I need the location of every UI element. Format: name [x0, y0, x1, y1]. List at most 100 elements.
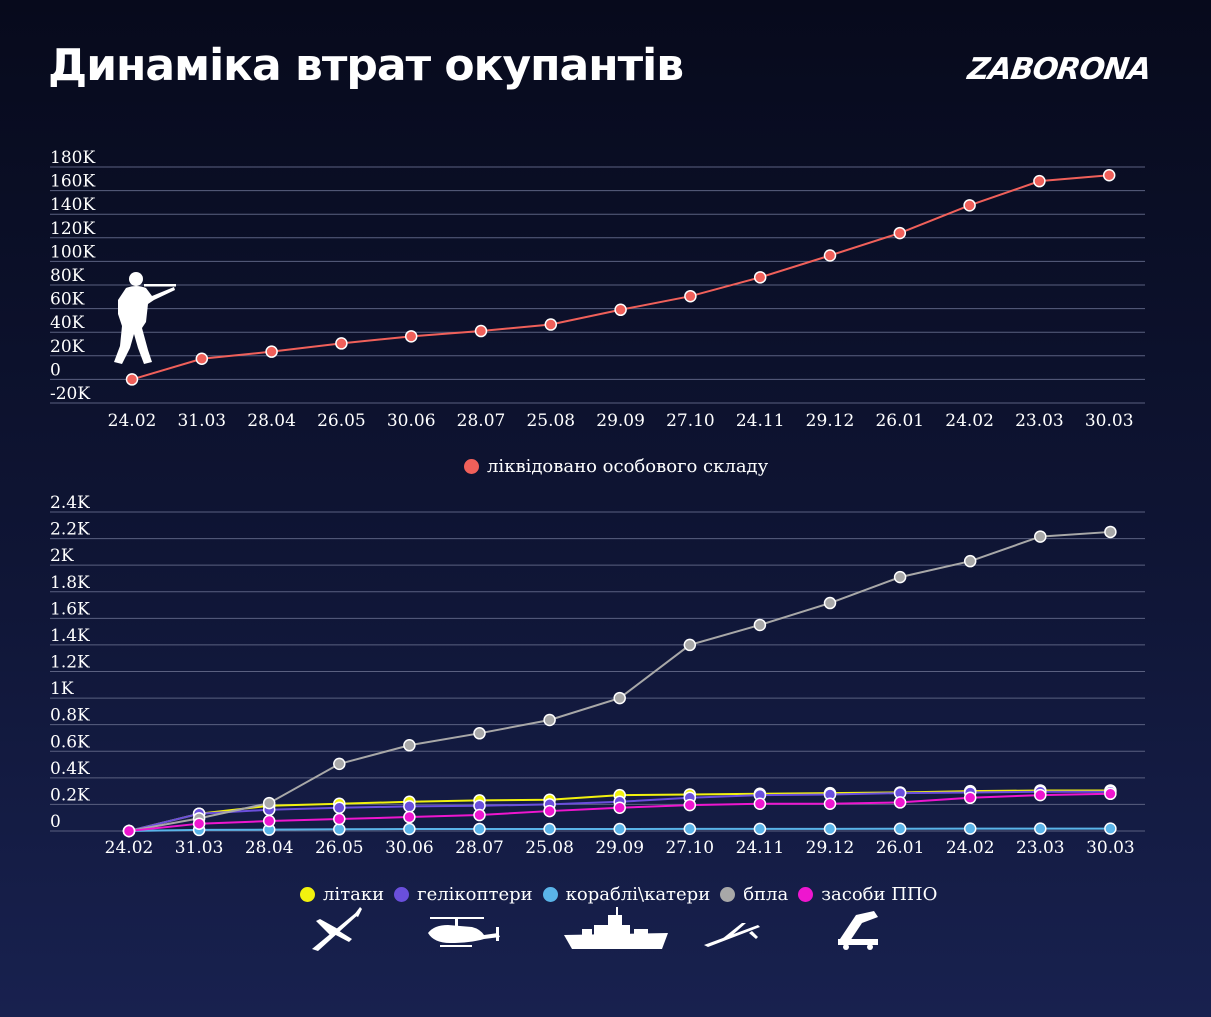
x-tick-label: 30.06 — [385, 838, 434, 858]
x-tick-label: 27.10 — [665, 838, 714, 858]
x-tick-label: 31.03 — [177, 411, 226, 431]
legend-dot — [798, 887, 814, 902]
data-point — [684, 289, 697, 303]
y-tick-label: 2.4K — [50, 493, 90, 513]
data-point — [192, 817, 206, 830]
y-tick-label: 0 — [50, 812, 61, 832]
legend-dot — [720, 887, 736, 902]
data-point — [753, 797, 767, 811]
x-tick-label: 29.09 — [596, 411, 645, 431]
data-point — [893, 570, 907, 584]
y-tick-label: 1K — [50, 679, 74, 699]
equipment-icons — [0, 905, 1211, 955]
data-point — [823, 596, 837, 610]
x-tick-label: 23.03 — [1015, 411, 1064, 431]
y-tick-label: 20K — [50, 337, 85, 357]
data-point — [333, 801, 346, 814]
x-tick-label: 30.06 — [387, 411, 436, 431]
x-tick-label: 26.01 — [876, 838, 925, 858]
x-tick-label: 24.02 — [108, 411, 157, 431]
data-point — [823, 822, 837, 836]
data-point — [963, 199, 976, 212]
page-title: Динаміка втрат окупантів — [48, 40, 684, 91]
y-tick-label: 80K — [50, 266, 85, 286]
x-tick-label: 30.03 — [1085, 411, 1134, 431]
y-tick-label: 120K — [50, 219, 95, 239]
data-point — [403, 739, 416, 752]
data-point — [1104, 822, 1117, 835]
data-point — [683, 822, 697, 836]
data-point — [333, 812, 346, 826]
legend-item-personnel: ліквідовано особового складу — [464, 456, 768, 477]
x-tick-label: 28.07 — [457, 411, 506, 431]
data-point — [893, 226, 907, 240]
y-tick-label: 0.2K — [50, 785, 90, 805]
series-line — [128, 530, 1111, 832]
data-point — [963, 554, 977, 568]
y-tick-label: 140K — [50, 195, 95, 215]
y-tick-label: 0.8K — [50, 706, 90, 726]
data-point — [963, 791, 977, 805]
data-point — [823, 249, 837, 262]
data-point — [403, 800, 416, 813]
data-point — [613, 822, 626, 836]
data-point — [262, 796, 276, 810]
drone-icon — [704, 923, 760, 947]
data-point — [473, 727, 486, 740]
y-tick-label: 2K — [50, 546, 74, 566]
legend-item: засоби ППО — [798, 884, 937, 905]
x-tick-label: 24.02 — [945, 411, 994, 431]
data-point — [474, 324, 488, 338]
legend-label: гелікоптери — [417, 884, 533, 905]
legend-dot — [394, 887, 410, 902]
data-point — [1034, 530, 1047, 543]
x-tick-label: 30.03 — [1086, 838, 1135, 858]
legend-item: літаки — [300, 884, 384, 905]
y-tick-label: -20K — [50, 384, 90, 404]
helicopter-icon — [428, 917, 500, 947]
x-tick-label: 25.08 — [525, 838, 574, 858]
legend-dot — [542, 887, 558, 902]
y-tick-label: 1.8K — [50, 573, 90, 593]
x-tick-label: 24.02 — [946, 838, 995, 858]
data-point — [613, 801, 626, 814]
data-point — [544, 318, 558, 331]
x-tick-label: 26.01 — [875, 411, 924, 431]
data-point — [195, 352, 209, 365]
x-tick-label: 23.03 — [1016, 838, 1065, 858]
air-defense-icon — [838, 911, 878, 950]
data-point — [404, 330, 418, 343]
x-tick-label: 24.02 — [105, 838, 154, 858]
data-point — [893, 796, 907, 809]
data-point — [683, 638, 697, 652]
data-point — [1104, 787, 1117, 801]
data-point — [403, 822, 416, 836]
data-point — [613, 691, 626, 705]
x-tick-label: 26.05 — [317, 411, 366, 431]
legend-label: ліквідовано особового складу — [487, 456, 769, 477]
data-point — [125, 373, 139, 386]
legend-item: кораблі\катери — [542, 884, 710, 905]
data-point — [265, 345, 278, 358]
data-point — [333, 757, 346, 771]
data-point — [335, 337, 348, 350]
y-tick-label: 0 — [50, 360, 61, 380]
y-tick-label: 0.6K — [50, 732, 90, 752]
x-tick-label: 28.07 — [455, 838, 504, 858]
x-tick-label: 29.12 — [806, 411, 855, 431]
y-tick-label: 40K — [50, 313, 85, 333]
data-point — [403, 810, 416, 824]
legend-item: бпла — [720, 884, 788, 905]
data-point — [473, 808, 486, 822]
data-point — [1033, 174, 1046, 188]
plane-icon — [312, 907, 362, 951]
y-tick-label: 1.2K — [50, 653, 90, 673]
data-point — [543, 804, 556, 818]
y-tick-label: 100K — [50, 242, 95, 262]
data-point — [1102, 169, 1116, 182]
data-point — [333, 823, 346, 836]
y-tick-label: 0.4K — [50, 759, 90, 779]
data-point — [543, 713, 556, 727]
x-tick-label: 24.11 — [736, 411, 785, 431]
y-tick-label: 2.2K — [50, 520, 90, 540]
